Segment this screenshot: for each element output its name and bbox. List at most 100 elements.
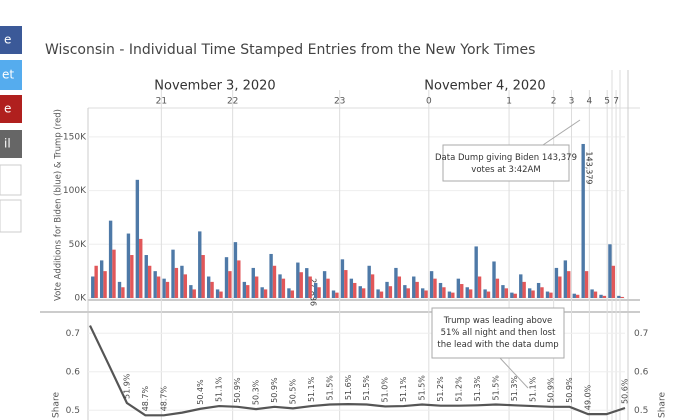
bar: [344, 270, 348, 298]
bar: [379, 291, 384, 298]
bar: [602, 295, 607, 298]
bar: [611, 265, 616, 298]
bar: [367, 265, 371, 298]
bar: [174, 267, 179, 298]
bar: [242, 281, 247, 298]
bar: [210, 281, 214, 298]
x-tick-label: 23: [334, 97, 345, 107]
bar: [130, 255, 134, 298]
bar: [584, 271, 589, 298]
data-label: 50.9%: [233, 377, 242, 403]
y-tick-label: 0.7: [66, 329, 80, 339]
bar: [415, 281, 419, 298]
share-button[interactable]: [0, 95, 22, 123]
bar: [156, 276, 161, 298]
bar: [228, 271, 232, 298]
bar: [388, 286, 393, 298]
bar: [254, 276, 259, 298]
data-label: 50.9%: [547, 377, 556, 403]
bar: [361, 288, 366, 298]
bar: [215, 289, 220, 298]
bar: [575, 294, 580, 298]
bar: [447, 291, 452, 298]
bar: [483, 289, 487, 298]
bar: [522, 281, 526, 298]
bar: [290, 290, 295, 298]
bar: [296, 262, 300, 298]
bar: [224, 257, 229, 298]
bar: [153, 271, 157, 298]
x-tick-label: 4: [586, 97, 592, 107]
bar: [117, 281, 122, 298]
bar: [198, 231, 202, 298]
bar: [540, 287, 544, 298]
bar: [590, 289, 594, 298]
x-tick-label: 0: [426, 97, 432, 107]
bar: [305, 268, 309, 298]
bar: [287, 288, 291, 298]
annotation: Data Dump giving Biden 143,379 votes at 3…: [435, 153, 577, 175]
bar: [246, 285, 250, 298]
bar: [183, 274, 188, 298]
bar: [171, 249, 175, 298]
bar: [340, 259, 345, 298]
bar: [192, 289, 196, 298]
bar: [451, 292, 455, 298]
y-axis-label: Share: [52, 392, 62, 418]
bar: [477, 276, 482, 298]
bar: [510, 292, 514, 298]
bar: [281, 278, 286, 298]
x-tick-label: 21: [156, 97, 167, 107]
data-label: 49.0%: [584, 384, 593, 410]
y-tick-label: 0.5: [634, 406, 648, 416]
bar: [599, 294, 603, 298]
bar: [91, 276, 95, 298]
bar: [474, 246, 478, 298]
bar: [581, 143, 585, 298]
data-label: 143,379: [585, 151, 594, 184]
bar: [99, 260, 104, 298]
bar: [201, 255, 205, 298]
bar: [593, 291, 598, 298]
x-tick-label: 1: [506, 97, 512, 107]
bar: [308, 276, 312, 298]
bar: [353, 282, 357, 298]
share-button[interactable]: [0, 130, 22, 158]
bar: [376, 289, 380, 298]
date-label: November 4, 2020: [424, 79, 545, 94]
data-label: 51.6%: [344, 374, 353, 400]
share-line: [89, 325, 626, 417]
bar: [326, 278, 330, 298]
bar: [403, 285, 407, 298]
share-button[interactable]: [0, 164, 22, 196]
bar: [460, 284, 464, 298]
share-button[interactable]: [0, 60, 22, 90]
data-label: 51.3%: [473, 375, 482, 401]
share-button[interactable]: [0, 199, 22, 233]
data-label: 51.1%: [215, 376, 224, 402]
bar: [554, 267, 559, 298]
bar: [335, 292, 339, 298]
data-label: 51.5%: [362, 375, 371, 401]
share-label: il: [4, 137, 11, 151]
bar: [504, 288, 509, 298]
share-button[interactable]: [0, 26, 22, 54]
data-label: 50.9%: [270, 377, 279, 403]
bar: [406, 288, 410, 298]
bar: [465, 287, 469, 298]
bar: [112, 249, 116, 298]
data-label: 50.5%: [288, 379, 297, 405]
bar: [331, 290, 336, 298]
data-label: 51.5%: [325, 375, 334, 401]
bar: [313, 282, 318, 298]
y-tick-label: 50K: [69, 240, 87, 250]
bar: [126, 233, 131, 298]
bar: [121, 287, 125, 298]
bar: [442, 287, 446, 298]
data-label: 50.3%: [252, 379, 261, 405]
data-label: 51.5%: [491, 375, 500, 401]
bar: [608, 244, 612, 298]
y-tick-label: 0.5: [66, 406, 80, 416]
x-tick-label: 5: [604, 97, 610, 107]
